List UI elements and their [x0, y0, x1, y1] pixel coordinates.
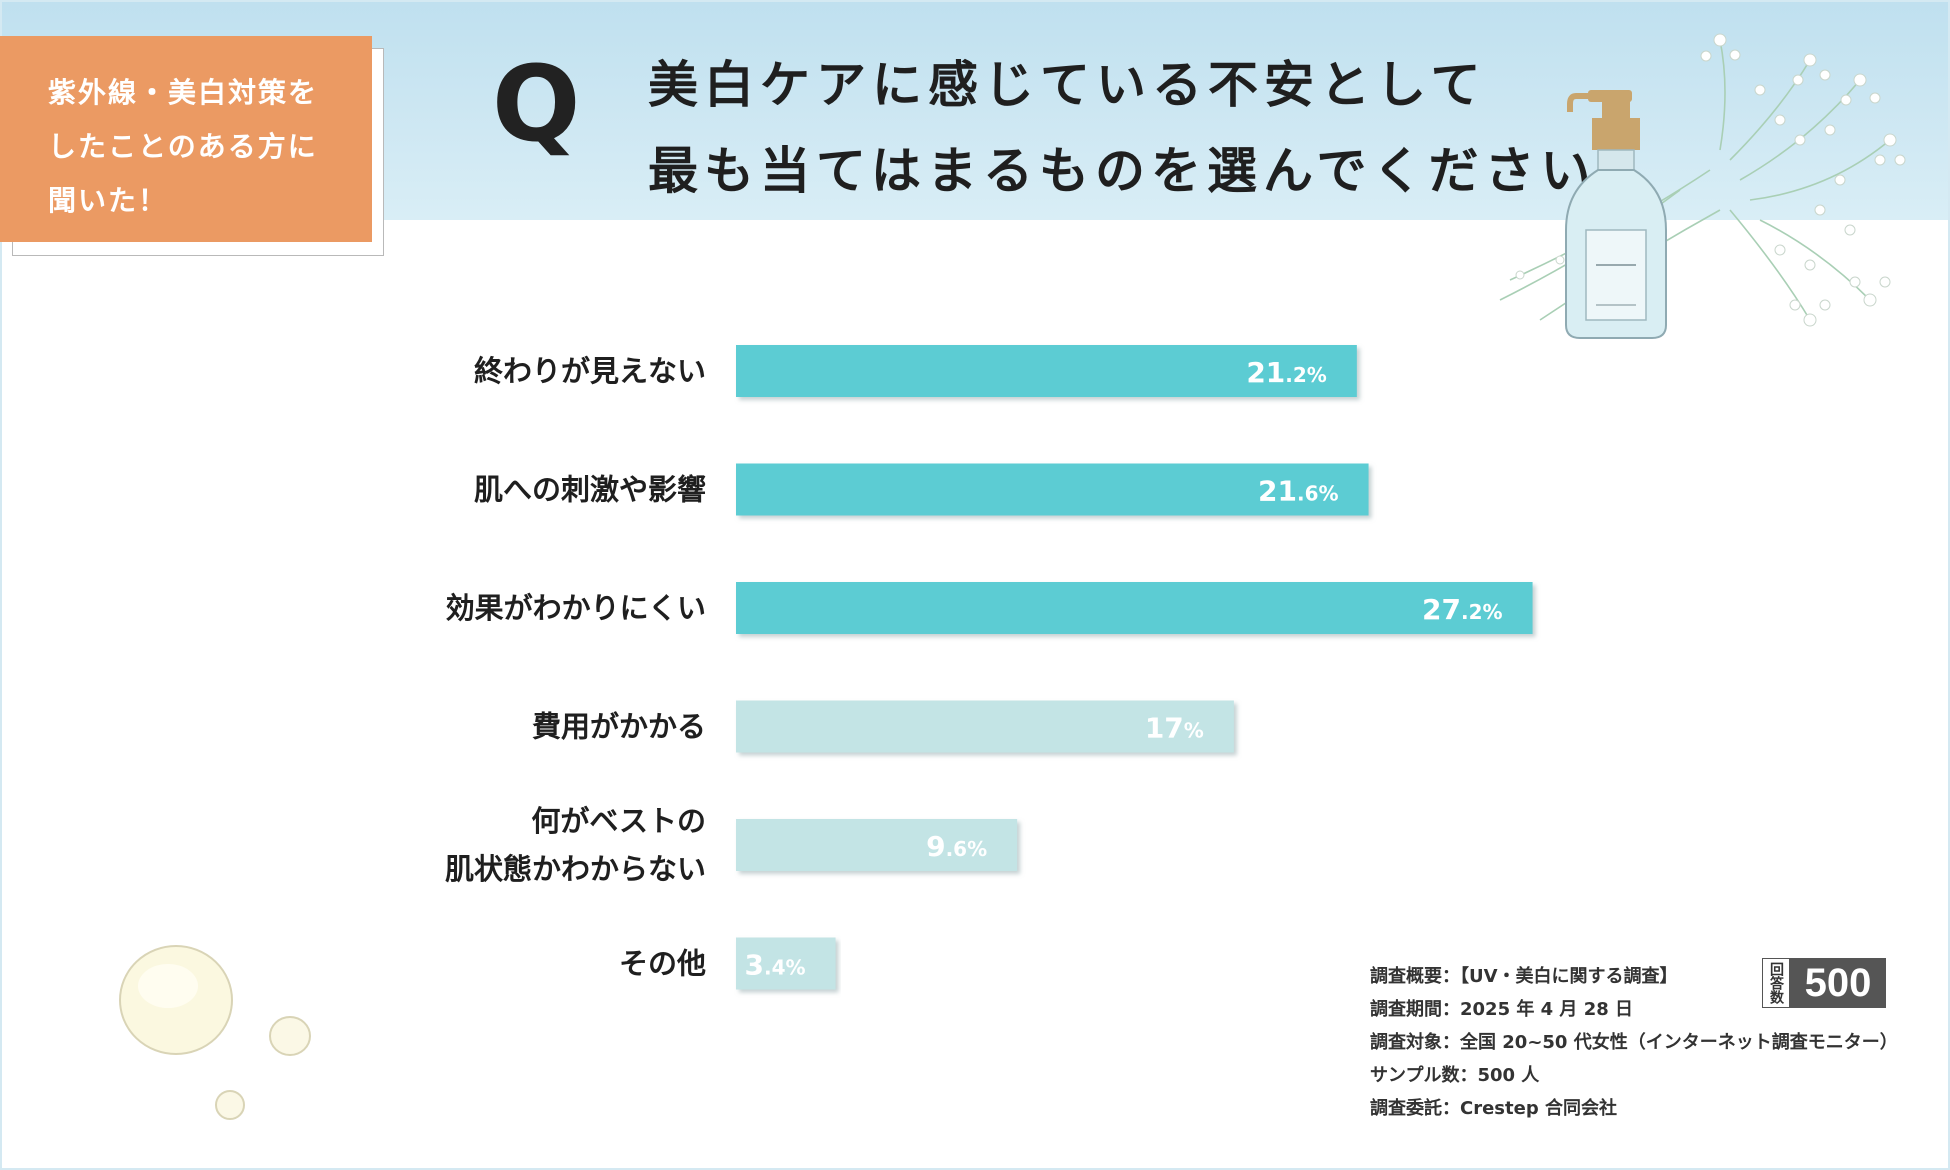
value-label-2: 27.2% — [1422, 593, 1503, 626]
bar-2 — [736, 582, 1533, 634]
category-label-5: その他 — [619, 947, 706, 981]
audience-tag — [0, 36, 372, 242]
value-label-5: 3.4% — [745, 949, 806, 982]
survey-line-period: 調査期間：2025 年 4 月 28 日 — [1370, 999, 1634, 1020]
respondent-count-badge: 回答数 500 — [1762, 958, 1886, 1008]
bar-0 — [736, 345, 1357, 397]
bar-group-2: 効果がわかりにくい 27.2% — [446, 582, 1533, 634]
value-label-0: 21.2% — [1246, 356, 1327, 389]
bar-1 — [736, 463, 1369, 516]
value-label-4: 9.6% — [926, 830, 987, 863]
survey-line-target: 調査対象：全国 20~50 代女性（インターネット調査モニター） — [1370, 1032, 1898, 1053]
bar-3 — [736, 700, 1234, 753]
category-label-4: 何がベストの肌状態かわからない — [445, 804, 706, 886]
flower-blossoms-icon — [1515, 33, 1906, 327]
question-title: 美白ケアに感じている不安として 最も当てはまるものを選んでください — [648, 56, 1597, 200]
value-label-1: 21.6% — [1258, 475, 1339, 508]
survey-line-sample: サンプル数：500 人 — [1370, 1065, 1540, 1086]
bar-group-4: 何がベストの肌状態かわからない 9.6% — [445, 804, 1018, 886]
bar-4 — [736, 819, 1018, 871]
respondent-count-value: 500 — [1790, 958, 1886, 1008]
category-label-1: 肌への刺激や影響 — [474, 473, 706, 507]
survey-line-overview: 調査概要：【UV・美白に関する調査】 — [1370, 966, 1678, 987]
small-drop-icon — [215, 1090, 245, 1120]
medium-drop-icon — [269, 1016, 311, 1056]
category-label-2: 効果がわかりにくい — [446, 591, 706, 625]
bar-5 — [736, 937, 836, 990]
category-label-0: 終わりが見えない — [474, 354, 706, 388]
bar-group-5: その他 3.4% — [619, 937, 836, 990]
bar-group-1: 肌への刺激や影響 21.6% — [474, 463, 1369, 516]
audience-tag-text: 紫外線・美白対策を したことのある方に 聞いた！ — [48, 76, 319, 217]
survey-line-contractor: 調査委託：Crestep 合同会社 — [1370, 1098, 1617, 1119]
survey-info: 調査概要：【UV・美白に関する調査】 調査期間：2025 年 4 月 28 日 … — [1370, 960, 1898, 1125]
category-label-3: 費用がかかる — [532, 710, 706, 744]
water-drops-illustration — [119, 945, 311, 1120]
bar-group-3: 費用がかかる 17% — [532, 700, 1234, 753]
bottle-flowers-illustration — [1499, 33, 1906, 339]
value-label-3: 17% — [1145, 712, 1204, 745]
bar-group-0: 終わりが見えない 21.2% — [474, 345, 1357, 397]
respondent-count-label: 回答数 — [1762, 958, 1790, 1008]
pump-bottle-icon — [1565, 90, 1667, 339]
question-mark: Q — [492, 43, 581, 165]
